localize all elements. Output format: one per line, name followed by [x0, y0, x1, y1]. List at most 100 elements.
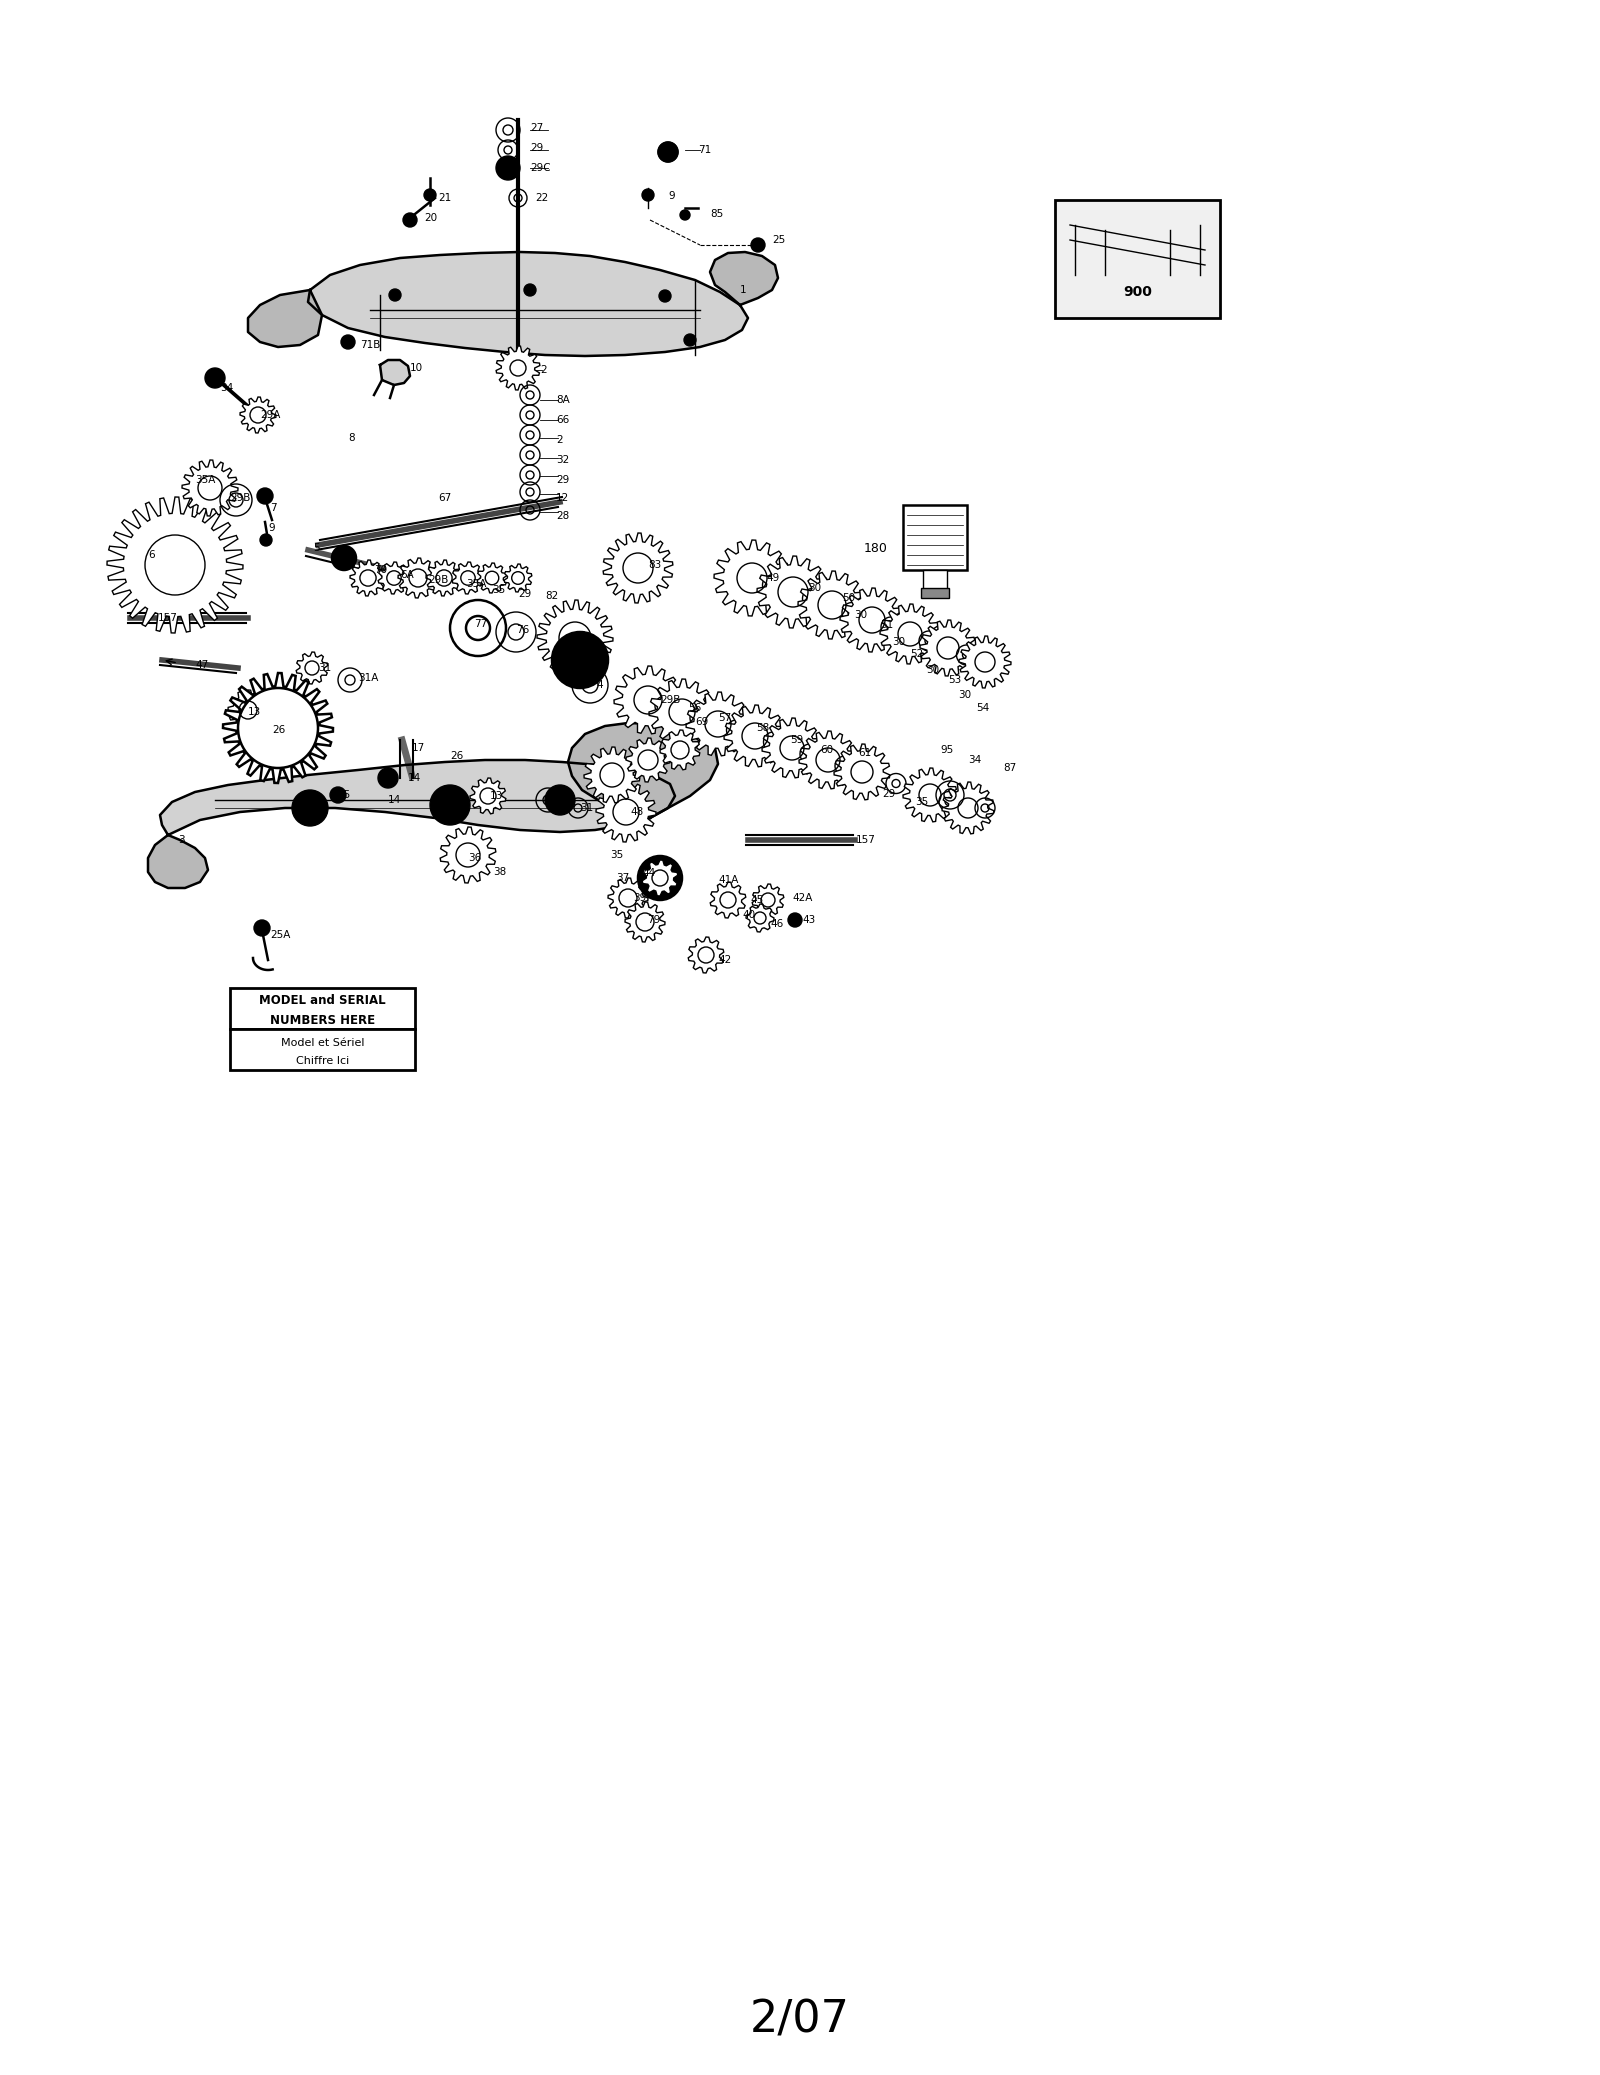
Text: 4: 4: [595, 681, 603, 691]
Polygon shape: [798, 571, 866, 639]
Bar: [902, 504, 966, 571]
Text: 70: 70: [374, 564, 387, 575]
Circle shape: [525, 284, 536, 297]
Text: 71: 71: [698, 145, 712, 156]
Text: 61: 61: [858, 747, 872, 757]
Circle shape: [546, 784, 574, 815]
Circle shape: [291, 791, 328, 826]
Text: 30: 30: [926, 664, 939, 674]
Text: 13: 13: [248, 708, 261, 718]
Text: 50: 50: [842, 593, 854, 604]
Text: 44: 44: [642, 867, 656, 878]
Text: 35A: 35A: [466, 579, 486, 589]
Text: 8: 8: [349, 560, 355, 571]
Text: 35A: 35A: [195, 475, 216, 486]
Text: 5: 5: [314, 544, 320, 554]
Circle shape: [790, 915, 800, 925]
Text: 42A: 42A: [792, 892, 813, 903]
Polygon shape: [893, 618, 920, 629]
Text: 76: 76: [515, 625, 530, 635]
Bar: [230, 988, 414, 1029]
Text: 35: 35: [610, 851, 624, 859]
Polygon shape: [798, 730, 858, 788]
Polygon shape: [661, 730, 699, 770]
Polygon shape: [350, 560, 386, 596]
Text: 14: 14: [408, 774, 421, 782]
Polygon shape: [642, 859, 678, 896]
Polygon shape: [504, 564, 531, 591]
Polygon shape: [686, 691, 750, 755]
Polygon shape: [378, 562, 410, 593]
Circle shape: [502, 164, 514, 172]
Text: 8A: 8A: [557, 394, 570, 405]
Text: 11: 11: [574, 631, 589, 641]
Circle shape: [659, 290, 670, 303]
Text: 53: 53: [947, 674, 962, 685]
Polygon shape: [107, 498, 243, 633]
Polygon shape: [538, 600, 613, 676]
Circle shape: [258, 488, 274, 504]
Polygon shape: [710, 251, 778, 305]
Circle shape: [638, 857, 682, 901]
Text: 45: 45: [750, 894, 763, 905]
Text: 34: 34: [968, 755, 981, 766]
Text: 29B: 29B: [661, 695, 680, 706]
Text: 15: 15: [338, 791, 352, 801]
Polygon shape: [160, 759, 675, 834]
Text: 56: 56: [688, 703, 701, 714]
Circle shape: [658, 141, 678, 162]
Circle shape: [344, 338, 352, 347]
Polygon shape: [477, 562, 507, 593]
Polygon shape: [958, 637, 1011, 689]
Text: 34: 34: [221, 384, 234, 392]
Polygon shape: [307, 251, 749, 357]
Text: 57: 57: [718, 714, 731, 722]
Circle shape: [424, 189, 435, 201]
Polygon shape: [147, 834, 208, 888]
Text: 2/07: 2/07: [750, 1998, 850, 2042]
Circle shape: [552, 633, 608, 689]
Polygon shape: [453, 562, 483, 593]
Text: 30: 30: [808, 583, 821, 593]
Text: 79: 79: [646, 915, 661, 925]
Bar: [922, 587, 949, 598]
Text: 900: 900: [1123, 284, 1152, 299]
Text: 29: 29: [882, 788, 896, 799]
Polygon shape: [650, 679, 715, 745]
Text: 48: 48: [630, 807, 643, 818]
Circle shape: [430, 784, 470, 826]
Polygon shape: [762, 718, 822, 778]
Polygon shape: [426, 560, 462, 596]
Text: 46: 46: [770, 919, 784, 930]
Text: 43: 43: [802, 915, 816, 925]
Circle shape: [750, 239, 765, 251]
Polygon shape: [568, 722, 718, 818]
Text: 26: 26: [272, 724, 285, 735]
Text: 10: 10: [410, 363, 422, 374]
Polygon shape: [688, 938, 723, 973]
Text: 31: 31: [318, 664, 331, 672]
Polygon shape: [902, 768, 957, 822]
Polygon shape: [942, 782, 994, 834]
Text: Chiffre Ici: Chiffre Ici: [296, 1056, 349, 1067]
Text: 26: 26: [450, 751, 464, 762]
Text: 29C: 29C: [530, 164, 550, 172]
Text: 35: 35: [915, 797, 928, 807]
Text: 82: 82: [546, 591, 558, 602]
Text: 35: 35: [493, 585, 506, 596]
Polygon shape: [714, 540, 790, 616]
Text: 47: 47: [195, 660, 208, 670]
Text: 67: 67: [438, 494, 451, 502]
Text: 31: 31: [579, 803, 594, 813]
Circle shape: [333, 546, 355, 571]
Polygon shape: [381, 359, 410, 386]
Text: 7: 7: [270, 502, 277, 513]
Text: 54: 54: [976, 703, 989, 714]
Polygon shape: [398, 558, 438, 598]
Polygon shape: [296, 652, 328, 685]
Circle shape: [787, 913, 802, 928]
Polygon shape: [614, 666, 682, 735]
Text: 157: 157: [158, 612, 178, 622]
Polygon shape: [603, 533, 674, 604]
Polygon shape: [584, 747, 640, 803]
